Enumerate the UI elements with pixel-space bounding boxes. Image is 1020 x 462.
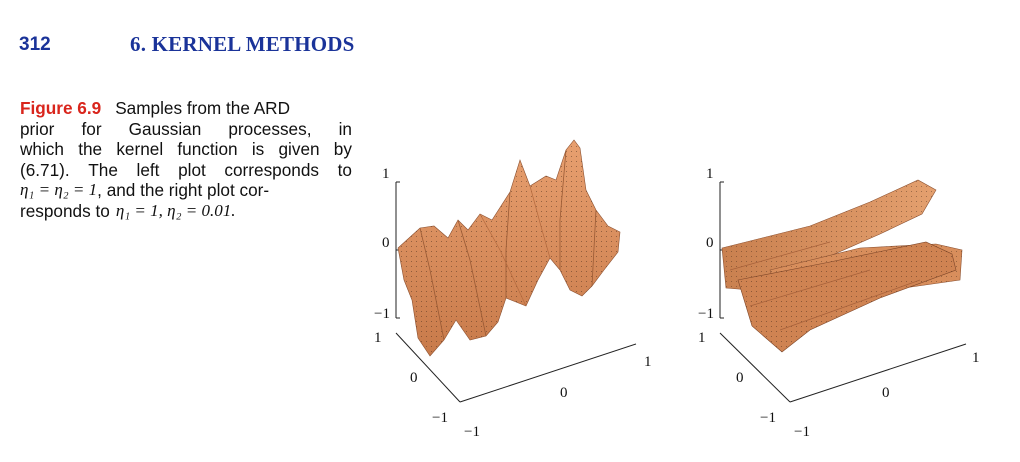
caption-line-6: responds to η₁ = 1, η₂ = 0.01.: [20, 201, 352, 222]
y-tick-label: 1: [972, 350, 980, 366]
y-tick-label: −1: [794, 424, 810, 440]
caption-word: given: [278, 139, 320, 159]
caption-word: corresponds: [224, 159, 319, 180]
x-axis: [719, 332, 791, 403]
z-tick-label: −1: [698, 306, 714, 322]
caption-line-3: which the kernel function is given by: [20, 139, 352, 160]
caption-word: the: [78, 139, 103, 159]
caption-math: η₁ = η₂ = 1: [20, 180, 98, 199]
surface-plot-left: 1 0 −1 1 0 −1 −1 0 1: [374, 139, 652, 440]
caption-text: responds to: [20, 200, 110, 221]
y-axis: [789, 343, 967, 403]
caption-math: η₁ = 1, η₂ = 0.01.: [115, 200, 236, 220]
y-tick-label: 0: [560, 385, 568, 401]
caption-word: The: [88, 159, 118, 180]
caption-line-2: prior for Gaussian processes, in: [20, 119, 352, 140]
x-tick-label: 0: [736, 370, 744, 386]
x-tick-label: −1: [760, 410, 776, 426]
z-tick-label: 0: [706, 235, 714, 251]
figure-label: Figure 6.9: [20, 98, 102, 118]
caption-text: Samples from the ARD: [115, 98, 290, 118]
caption-line-4: (6.71). The left plot corresponds to: [20, 160, 352, 181]
y-tick-label: 1: [644, 354, 652, 370]
caption-word: to: [337, 159, 352, 180]
x-tick-label: 1: [698, 330, 706, 346]
z-tick-label: 0: [382, 235, 390, 251]
page-number: 312: [19, 34, 51, 55]
caption-word: (6.71).: [20, 159, 70, 180]
z-tick-label: 1: [706, 166, 714, 182]
caption-text: , and the right plot cor-: [97, 180, 270, 200]
caption-word: which: [20, 139, 64, 159]
caption-word: in: [338, 118, 352, 139]
surface-plot-right: 1 0 −1 1 0 −1 −1 0 1: [698, 166, 980, 440]
surface: [721, 179, 963, 353]
caption-line-1: Figure 6.9 Samples from the ARD: [20, 98, 352, 119]
surface: [397, 139, 621, 357]
caption-word: is: [251, 139, 265, 159]
caption-line-5: η₁ = η₂ = 1, and the right plot cor-: [20, 180, 352, 201]
y-tick-label: 0: [882, 385, 890, 401]
chapter-title: 6. KERNEL METHODS: [130, 32, 355, 56]
z-tick-label: 1: [382, 166, 390, 182]
caption-word: kernel: [116, 139, 164, 159]
y-tick-label: −1: [464, 424, 480, 440]
x-tick-label: 0: [410, 370, 418, 386]
x-tick-label: 1: [374, 330, 382, 346]
caption-word: for: [81, 118, 102, 139]
x-tick-label: −1: [432, 410, 448, 426]
caption-word: prior: [20, 118, 55, 139]
figure-caption: Figure 6.9 Samples from the ARD prior for…: [20, 98, 352, 221]
caption-word: plot: [178, 159, 206, 180]
y-axis: [459, 343, 637, 403]
caption-word: by: [333, 139, 352, 159]
caption-word: function: [177, 139, 238, 159]
caption-word: Gaussian: [128, 118, 202, 139]
x-axis: [395, 332, 461, 403]
caption-word: processes,: [228, 118, 312, 139]
z-tick-label: −1: [374, 306, 390, 322]
caption-word: left: [136, 159, 160, 180]
